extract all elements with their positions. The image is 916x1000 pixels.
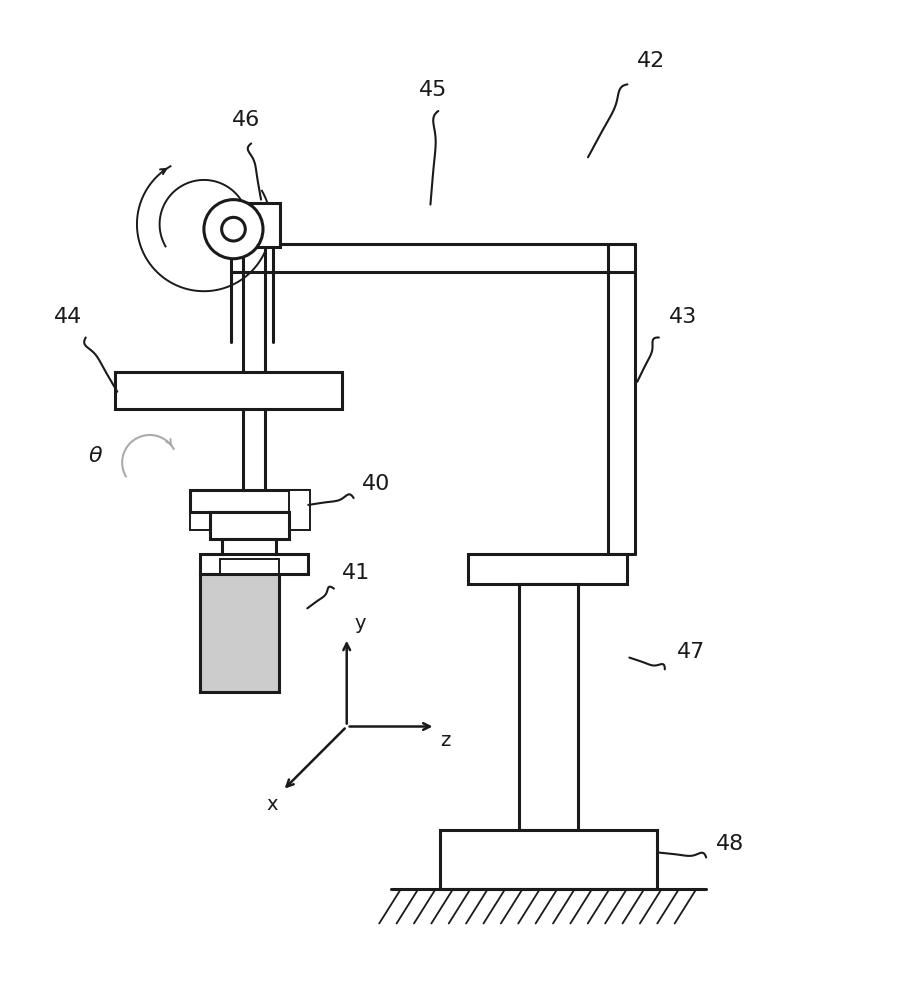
Text: 47: 47 xyxy=(677,642,705,662)
Text: 45: 45 xyxy=(419,80,447,100)
Bar xyxy=(200,574,278,692)
Text: y: y xyxy=(354,614,366,633)
Circle shape xyxy=(204,200,263,259)
Bar xyxy=(115,372,342,409)
Text: $\theta$: $\theta$ xyxy=(88,446,104,466)
Text: 48: 48 xyxy=(716,834,745,854)
Bar xyxy=(222,539,276,559)
Circle shape xyxy=(222,217,245,241)
Bar xyxy=(220,559,278,574)
Text: 40: 40 xyxy=(362,474,390,494)
Text: 44: 44 xyxy=(54,307,82,327)
Text: 43: 43 xyxy=(669,307,697,327)
Text: z: z xyxy=(441,731,451,750)
Text: 46: 46 xyxy=(232,110,260,130)
Text: x: x xyxy=(267,795,278,814)
Bar xyxy=(289,490,311,530)
Bar xyxy=(219,203,279,247)
Bar xyxy=(191,490,309,512)
Bar xyxy=(519,584,578,830)
Text: 41: 41 xyxy=(342,563,370,583)
Bar xyxy=(210,512,289,539)
Bar xyxy=(441,830,657,889)
Text: 42: 42 xyxy=(638,51,666,71)
Bar xyxy=(468,554,627,584)
Bar xyxy=(200,554,309,574)
Bar xyxy=(191,490,213,530)
